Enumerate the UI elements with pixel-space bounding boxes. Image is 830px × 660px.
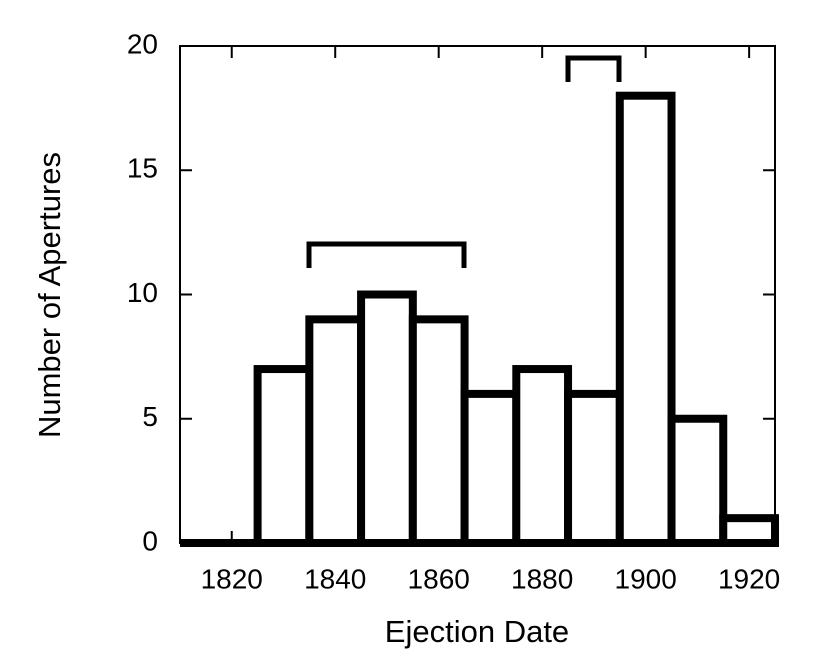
x-tick-label: 1900 (615, 563, 677, 594)
x-tick-label: 1860 (408, 563, 470, 594)
bar (460, 389, 521, 547)
x-tick-label: 1820 (201, 563, 263, 594)
y-tick-label: 15 (127, 153, 158, 184)
y-tick-label: 10 (127, 277, 158, 308)
bar (305, 315, 366, 547)
bar (253, 365, 314, 547)
y-axis-label: Number of Apertures (32, 152, 67, 438)
bar (512, 365, 573, 547)
bar (615, 91, 676, 547)
x-tick-label: 1920 (718, 563, 780, 594)
x-tick-label: 1840 (304, 563, 366, 594)
bracket (306, 241, 467, 268)
bracket (565, 55, 622, 82)
plot-area: 0 5 10 15 20 1820 1840 1860 1880 1900 1920 (127, 28, 780, 594)
bar (408, 315, 469, 547)
bar (667, 414, 728, 547)
y-tick-label: 5 (142, 401, 158, 432)
x-tick-label: 1880 (511, 563, 573, 594)
y-tick-label: 0 (142, 525, 158, 556)
bar (564, 389, 624, 547)
x-axis-label: Ejection Date (385, 614, 569, 649)
bar (719, 514, 779, 548)
bar (357, 290, 417, 547)
y-tick-label: 20 (127, 28, 158, 59)
